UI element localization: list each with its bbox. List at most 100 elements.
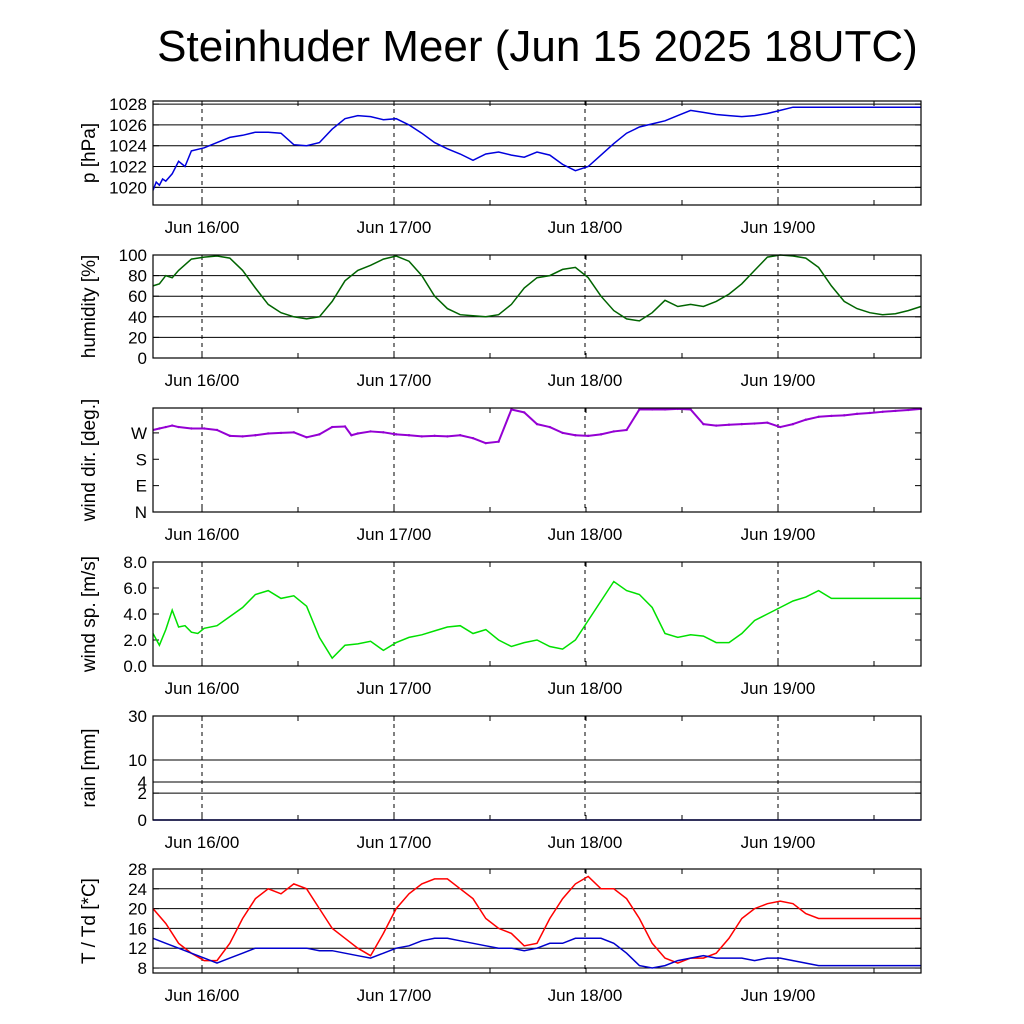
temperature-series-line-1 bbox=[152, 937, 921, 969]
wind_speed-x-tick-label: Jun 16/00 bbox=[165, 679, 240, 698]
pressure-y-tick-label: 1020 bbox=[109, 178, 147, 197]
humidity-y-tick-label: 80 bbox=[128, 267, 147, 286]
wind_speed-y-tick-label: 6.0 bbox=[123, 579, 147, 598]
wind_dir-series-segment bbox=[268, 431, 282, 435]
wind_speed-y-tick-label: 8.0 bbox=[123, 553, 147, 572]
wind_dir-series-segment bbox=[497, 409, 513, 443]
wind_speed-y-tick-label: 0.0 bbox=[123, 657, 147, 676]
temperature-x-tick-label: Jun 18/00 bbox=[548, 986, 623, 1005]
wind_dir-series-segment bbox=[204, 427, 218, 431]
wind_dir-series-segment bbox=[216, 429, 231, 437]
pressure-y-tick-label: 1026 bbox=[109, 116, 147, 135]
wind_dir-series-segment bbox=[625, 408, 641, 431]
wind_dir-series-segment bbox=[332, 425, 346, 429]
wind_dir-series-segment bbox=[344, 425, 353, 436]
wind_dir-series-segment bbox=[511, 408, 525, 414]
humidity-y-tick-label: 100 bbox=[119, 246, 147, 265]
wind_dir-series-segment bbox=[242, 434, 256, 438]
rain-plot-frame bbox=[152, 715, 922, 821]
wind_dir-series-segment bbox=[370, 430, 384, 434]
humidity-y-axis-label: humidity [%] bbox=[79, 255, 100, 358]
wind_dir-series-segment bbox=[447, 434, 461, 438]
wind_dir-series-segment bbox=[882, 409, 896, 413]
wind_dir-series-segment bbox=[703, 423, 717, 427]
wind_dir-series-segment bbox=[792, 418, 807, 426]
wind_dir-series-segment bbox=[844, 412, 858, 417]
wind_dir-series-segment bbox=[357, 430, 371, 435]
wind_dir-series-segment bbox=[831, 414, 845, 417]
wind_dir-series-segment bbox=[523, 411, 538, 425]
wind_dir-series-segment bbox=[664, 407, 678, 411]
humidity-y-tick-label: 0 bbox=[138, 349, 147, 368]
wind_dir-y-axis-label: wind dir. [deg.] bbox=[79, 399, 100, 523]
humidity-plot-frame bbox=[152, 254, 922, 359]
temperature-y-tick-label: 28 bbox=[128, 860, 147, 879]
pressure-x-tick-label: Jun 16/00 bbox=[165, 218, 240, 237]
temperature-y-tick-label: 20 bbox=[128, 900, 147, 919]
wind_dir-series-segment bbox=[459, 434, 474, 440]
wind_dir-series-segment bbox=[421, 434, 435, 438]
rain-x-tick-label: Jun 19/00 bbox=[741, 833, 816, 852]
humidity-x-tick-label: Jun 16/00 bbox=[165, 371, 240, 390]
wind_dir-y-tick-label: E bbox=[136, 477, 147, 496]
wind_dir-series-segment bbox=[306, 433, 320, 439]
wind_speed-plot-frame bbox=[152, 561, 922, 667]
wind_dir-y-tick-label: N bbox=[135, 503, 147, 522]
wind_dir-series-segment bbox=[383, 431, 397, 436]
wind_dir-series-segment bbox=[396, 433, 410, 437]
rain-y-tick-label: 4 bbox=[138, 773, 147, 792]
wind_dir-series-segment bbox=[908, 407, 922, 412]
wind_dir-series-segment bbox=[434, 434, 448, 438]
wind_dir-series-segment bbox=[178, 426, 192, 430]
pressure-y-tick-label: 1028 bbox=[109, 95, 147, 114]
wind_dir-series-segment bbox=[716, 423, 730, 427]
pressure-x-tick-label: Jun 17/00 bbox=[357, 218, 432, 237]
wind_dir-y-tick-label: W bbox=[131, 424, 147, 443]
wind_dir-x-tick-label: Jun 16/00 bbox=[165, 525, 240, 544]
temperature-x-tick-label: Jun 16/00 bbox=[165, 986, 240, 1005]
humidity-x-tick-label: Jun 18/00 bbox=[548, 371, 623, 390]
temperature-y-tick-label: 16 bbox=[128, 919, 147, 938]
wind_dir-x-tick-label: Jun 19/00 bbox=[741, 525, 816, 544]
temperature-y-tick-label: 8 bbox=[138, 959, 147, 978]
temperature-x-tick-label: Jun 19/00 bbox=[741, 986, 816, 1005]
wind_dir-series-segment bbox=[536, 423, 551, 429]
humidity-series-line-0 bbox=[152, 254, 922, 322]
wind_dir-plot-frame bbox=[152, 407, 922, 513]
rain-y-tick-label: 2 bbox=[138, 784, 147, 803]
wind_speed-x-tick-label: Jun 19/00 bbox=[741, 679, 816, 698]
wind_speed-series-line-0 bbox=[152, 580, 921, 660]
wind_dir-series-segment bbox=[588, 433, 602, 437]
humidity-y-tick-label: 20 bbox=[128, 328, 147, 347]
wind_dir-x-tick-label: Jun 18/00 bbox=[548, 525, 623, 544]
wind_dir-series-segment bbox=[895, 409, 909, 412]
wind_dir-series-segment bbox=[293, 431, 307, 439]
temperature-series-line-0 bbox=[152, 875, 921, 964]
temperature-x-tick-label: Jun 17/00 bbox=[357, 986, 432, 1005]
wind_dir-series-segment bbox=[613, 428, 627, 433]
wind_speed-y-tick-label: 4.0 bbox=[123, 605, 147, 624]
temperature-y-tick-label: 12 bbox=[128, 939, 147, 958]
wind_dir-series-segment bbox=[689, 408, 705, 425]
wind_dir-series-segment bbox=[408, 434, 422, 438]
humidity-y-tick-label: 40 bbox=[128, 308, 147, 327]
rain-y-tick-label: 0 bbox=[138, 811, 147, 830]
wind_dir-series-segment bbox=[472, 437, 487, 445]
wind_dir-series-segment bbox=[677, 407, 691, 411]
pressure-plot-frame bbox=[152, 100, 922, 206]
wind_dir-series-segment bbox=[856, 411, 870, 415]
wind_dir-series-segment bbox=[562, 431, 576, 437]
wind_speed-y-axis-label: wind sp. [m/s] bbox=[79, 556, 100, 673]
rain-y-axis-label: rain [mm] bbox=[79, 728, 100, 807]
pressure-series-line-0 bbox=[152, 106, 921, 191]
wind_dir-series-segment bbox=[779, 423, 794, 429]
rain-x-tick-label: Jun 17/00 bbox=[357, 833, 432, 852]
wind_dir-series-segment bbox=[229, 434, 243, 438]
wind_dir-series-segment bbox=[728, 423, 742, 426]
wind_dir-series-segment bbox=[485, 440, 499, 445]
wind_dir-series-segment bbox=[318, 426, 333, 436]
pressure-y-axis-label: p [hPa] bbox=[79, 123, 100, 183]
rain-y-tick-label: 30 bbox=[128, 707, 147, 726]
wind_dir-series-segment bbox=[805, 415, 819, 421]
